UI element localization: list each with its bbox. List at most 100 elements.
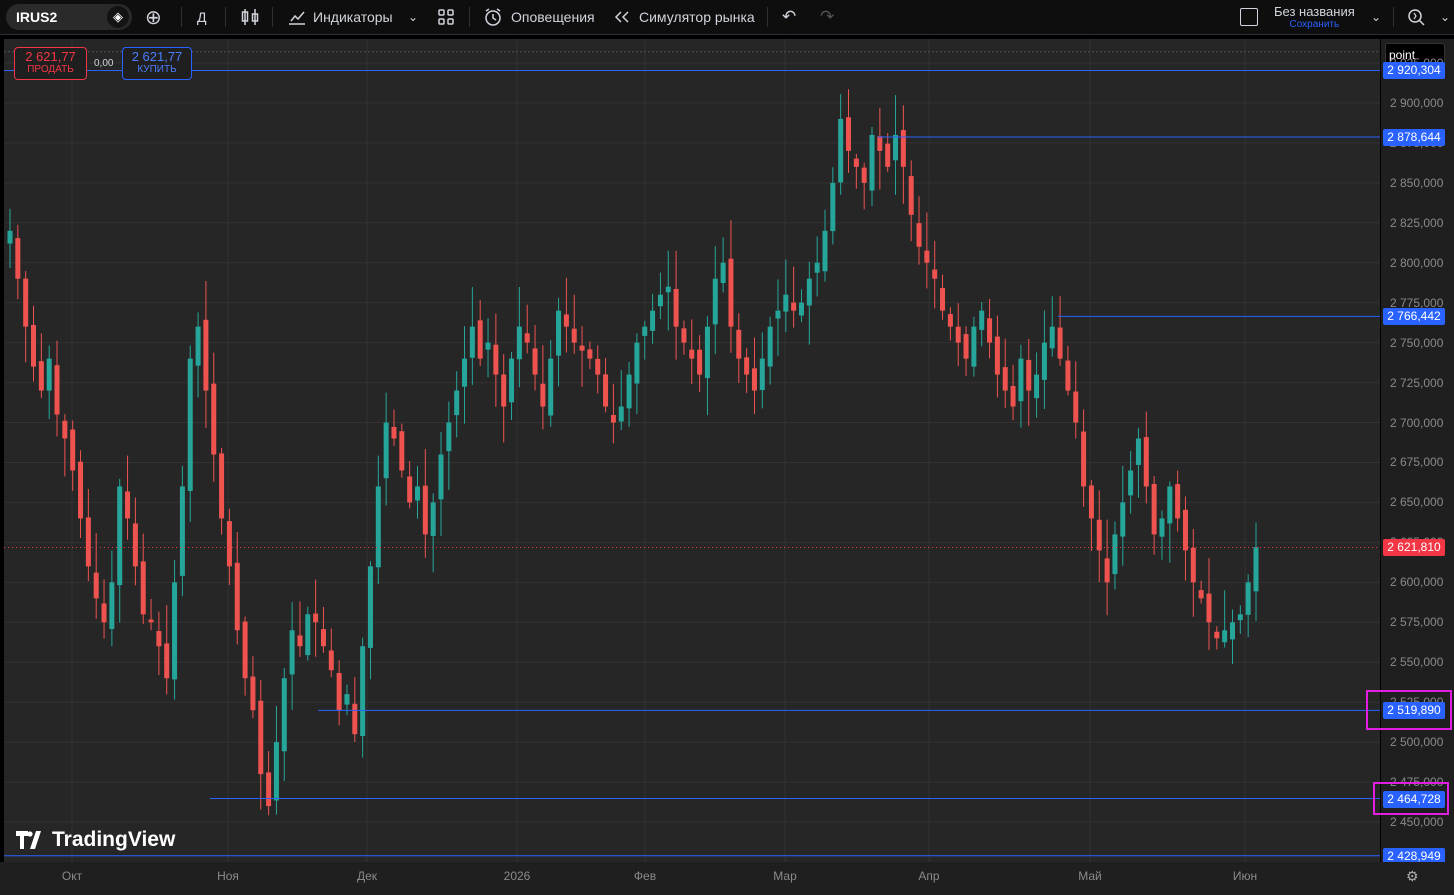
toolbar-divider xyxy=(181,7,182,27)
candle-body xyxy=(172,582,178,680)
candle-body xyxy=(924,250,930,263)
candle-body xyxy=(132,523,138,567)
candle-body xyxy=(85,517,91,567)
candle-body xyxy=(603,374,609,407)
candle-body xyxy=(352,703,358,735)
candle-body xyxy=(806,278,812,306)
candle-body xyxy=(1088,485,1094,519)
candle-body xyxy=(1237,614,1243,621)
price-tick: 2 450,000 xyxy=(1390,815,1444,830)
candle-body xyxy=(93,572,99,599)
candle-body xyxy=(720,262,726,283)
candle-body xyxy=(313,613,319,623)
candle-body xyxy=(234,562,240,631)
layout-name-button[interactable]: Без названия Сохранить xyxy=(1274,4,1355,30)
candle-body xyxy=(775,310,781,319)
templates-icon[interactable] xyxy=(437,0,455,34)
candle-body xyxy=(501,374,507,407)
candle-body xyxy=(861,167,867,183)
candle-body xyxy=(446,422,452,452)
candle-body xyxy=(1081,431,1087,487)
candle-body xyxy=(563,314,569,327)
candle-body xyxy=(516,326,522,360)
buy-label: КУПИТЬ xyxy=(137,64,177,75)
candle-body xyxy=(626,374,632,409)
level-price-label[interactable]: 2 464,728 xyxy=(1383,790,1445,808)
candle-body xyxy=(869,134,875,191)
candle-body xyxy=(258,700,264,775)
tradingview-watermark[interactable]: TradingView xyxy=(16,828,175,852)
time-scale[interactable] xyxy=(0,862,1454,895)
candle-body xyxy=(595,358,601,375)
candle-body xyxy=(1198,590,1204,599)
candle-body xyxy=(744,357,750,375)
candle-body xyxy=(179,486,185,576)
layout-checkbox[interactable] xyxy=(1240,0,1258,34)
candle-body xyxy=(109,582,115,629)
level-price-label[interactable]: 2 920,304 xyxy=(1383,62,1445,80)
toolbar-divider xyxy=(272,7,273,27)
candle-body xyxy=(893,134,899,161)
chart-pane[interactable] xyxy=(4,39,1380,862)
candle-body xyxy=(1104,558,1110,583)
candle-body xyxy=(1034,374,1040,399)
sell-button[interactable]: 2 621,77 ПРОДАТЬ xyxy=(14,47,87,80)
candle-body xyxy=(195,326,201,366)
candle-body xyxy=(955,326,961,343)
candle-body xyxy=(994,336,1000,375)
interval-button[interactable]: Д xyxy=(197,9,207,25)
candle-body xyxy=(509,358,515,403)
candle-body xyxy=(375,486,381,568)
price-tick: 2 825,000 xyxy=(1390,215,1444,230)
candle-body xyxy=(360,646,366,737)
level-price-label[interactable]: 2 428,949 xyxy=(1383,847,1445,865)
candle-body xyxy=(117,486,123,586)
toolbar-divider xyxy=(469,7,470,27)
price-tick: 2 850,000 xyxy=(1390,175,1444,190)
settings-gear-icon[interactable]: ⚙ xyxy=(1406,868,1419,884)
candle-body xyxy=(23,278,29,327)
candle-body xyxy=(399,431,405,471)
candle-body xyxy=(462,358,468,387)
price-tick: 2 500,000 xyxy=(1390,735,1444,750)
level-price-label[interactable]: 2 519,890 xyxy=(1383,702,1445,720)
candle-body xyxy=(908,176,914,215)
price-scale[interactable] xyxy=(1381,39,1454,862)
quick-search-icon[interactable] xyxy=(1406,0,1426,34)
compare-add-icon[interactable]: ⊕ xyxy=(145,6,162,29)
candle-body xyxy=(853,158,859,167)
candlestick-chart[interactable] xyxy=(4,39,1380,862)
candle-body xyxy=(226,521,232,567)
candle-body xyxy=(1214,631,1220,639)
undo-icon[interactable]: ↶ xyxy=(782,7,797,26)
candle-body xyxy=(477,320,483,359)
replay-label: Симулятор рынка xyxy=(639,9,755,25)
symbol-details-icon[interactable]: ◈ xyxy=(107,6,129,28)
indicators-dropdown-icon[interactable]: ⌄ xyxy=(408,10,419,24)
candles-icon[interactable] xyxy=(240,0,260,34)
candle-body xyxy=(1182,509,1188,551)
candle-body xyxy=(838,118,844,183)
more-icon[interactable]: ⌄ xyxy=(1440,10,1451,24)
indicators-button[interactable]: Индикаторы xyxy=(287,0,393,34)
candle-body xyxy=(430,502,436,536)
layout-save-link[interactable]: Сохранить xyxy=(1289,19,1340,30)
candle-body xyxy=(571,328,577,343)
candle-body xyxy=(125,491,131,519)
symbol-search[interactable]: IRUS2 ◈ xyxy=(6,4,132,30)
candle-body xyxy=(422,485,428,535)
replay-button[interactable]: Симулятор рынка xyxy=(613,0,755,34)
redo-icon[interactable]: ↷ xyxy=(820,7,835,26)
candle-body xyxy=(1026,359,1032,391)
candle-body xyxy=(1206,593,1212,623)
level-price-label[interactable]: 2 878,644 xyxy=(1383,129,1445,147)
candle-body xyxy=(728,258,734,327)
buy-button[interactable]: 2 621,77 КУПИТЬ xyxy=(122,47,192,80)
layout-dropdown-icon[interactable]: ⌄ xyxy=(1371,10,1382,24)
tradingview-logo-icon xyxy=(16,831,41,849)
level-price-label[interactable]: 2 766,442 xyxy=(1383,308,1445,326)
candle-body xyxy=(187,358,193,491)
sell-price: 2 621,77 xyxy=(25,49,76,64)
alerts-button[interactable]: Оповещения xyxy=(483,0,595,34)
candle-body xyxy=(7,230,13,244)
